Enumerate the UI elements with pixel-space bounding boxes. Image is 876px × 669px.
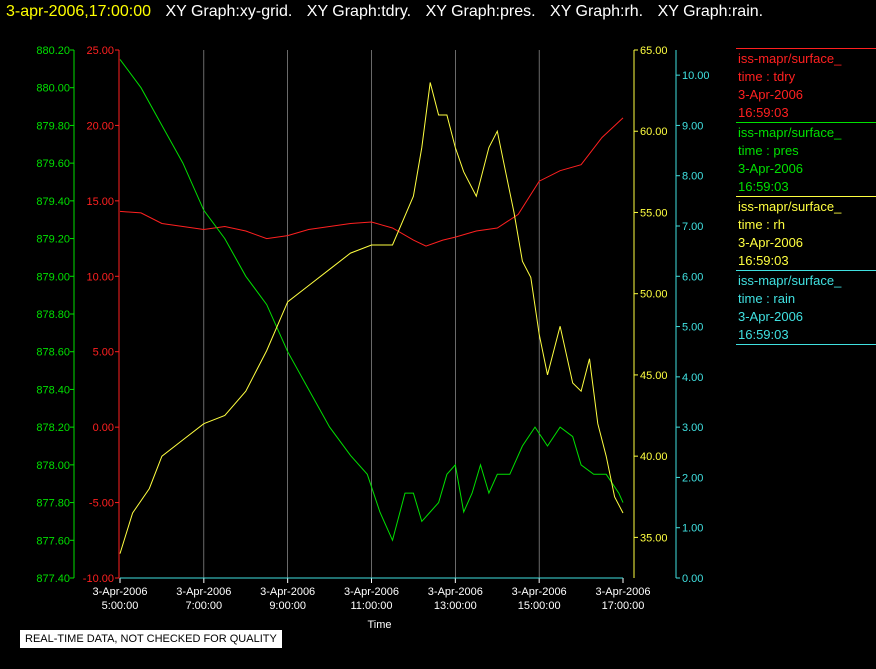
pres-axis-tick-label: 878.40 bbox=[36, 384, 70, 396]
tdry-series-line bbox=[119, 117, 624, 247]
pres-axis-tick-label: 878.60 bbox=[36, 347, 70, 359]
tdry-axis-tick-label: 10.00 bbox=[86, 271, 114, 283]
legend-field: time : pres bbox=[738, 143, 799, 158]
x-tick-label-date: 3-Apr-2006 bbox=[512, 586, 567, 598]
tdry-axis-tick-label: 20.00 bbox=[86, 120, 114, 132]
tdry-axis-tick-label: 25.00 bbox=[86, 45, 114, 57]
graph-title-tdry: XY Graph:tdry. bbox=[306, 3, 412, 20]
tdry-axis-tick-label: -10.00 bbox=[83, 573, 114, 585]
pres-axis-tick-label: 880.00 bbox=[36, 83, 70, 95]
x-tick-label-time: 15:00:00 bbox=[518, 600, 561, 612]
x-tick-label-time: 5:00:00 bbox=[102, 600, 139, 612]
x-tick-label-date: 3-Apr-2006 bbox=[260, 586, 315, 598]
rain-axis-tick-label: 2.00 bbox=[682, 472, 703, 484]
legend: iss-mapr/surface_ time : tdry 3-Apr-2006… bbox=[736, 48, 876, 345]
rh-axis-tick-label: 65.00 bbox=[640, 45, 668, 57]
rain-axis-tick-label: 3.00 bbox=[682, 422, 703, 434]
legend-name: iss-mapr/surface_ bbox=[738, 51, 842, 66]
pres-axis-tick-label: 878.00 bbox=[36, 460, 70, 472]
pres-axis-tick-label: 879.80 bbox=[36, 120, 70, 132]
legend-name: iss-mapr/surface_ bbox=[738, 199, 842, 214]
rain-axis-tick-label: 0.00 bbox=[682, 573, 703, 585]
graph-title-rh: XY Graph:rh. bbox=[550, 3, 644, 20]
x-tick-label-time: 13:00:00 bbox=[434, 600, 477, 612]
x-tick-label-date: 3-Apr-2006 bbox=[92, 586, 147, 598]
rain-axis-tick-label: 1.00 bbox=[682, 523, 703, 535]
legend-entry-tdry[interactable]: iss-mapr/surface_ time : tdry 3-Apr-2006… bbox=[736, 48, 876, 122]
legend-entry-rh[interactable]: iss-mapr/surface_ time : rh 3-Apr-2006 1… bbox=[736, 196, 876, 270]
rain-axis-tick-label: 9.00 bbox=[682, 120, 703, 132]
rh-axis-tick-label: 50.00 bbox=[640, 289, 668, 301]
rain-axis-tick-label: 7.00 bbox=[682, 221, 703, 233]
title-bar: 3-apr-2006,17:00:00 XY Graph:xy-grid. XY… bbox=[6, 3, 763, 21]
tdry-axis-tick-label: 0.00 bbox=[93, 422, 114, 434]
legend-date: 3-Apr-2006 bbox=[738, 87, 804, 102]
tdry-axis-tick-label: -5.00 bbox=[89, 498, 114, 510]
x-tick-label-date: 3-Apr-2006 bbox=[595, 586, 650, 598]
pres-axis-tick-label: 879.00 bbox=[36, 271, 70, 283]
rh-series-line bbox=[119, 82, 624, 554]
rh-axis-tick-label: 45.00 bbox=[640, 370, 668, 382]
pres-axis-tick-label: 877.40 bbox=[36, 573, 70, 585]
x-tick-label-date: 3-Apr-2006 bbox=[176, 586, 231, 598]
x-tick-label-time: 17:00:00 bbox=[602, 600, 645, 612]
legend-time: 16:59:03 bbox=[738, 179, 789, 194]
rh-axis-tick-label: 60.00 bbox=[640, 126, 668, 138]
graph-title-xy-grid: XY Graph:xy-grid. bbox=[165, 3, 293, 20]
legend-name: iss-mapr/surface_ bbox=[738, 273, 842, 288]
x-tick-label-time: 11:00:00 bbox=[350, 600, 392, 612]
pres-axis-tick-label: 880.20 bbox=[36, 45, 70, 57]
rain-axis-tick-label: 10.00 bbox=[682, 70, 710, 82]
legend-time: 16:59:03 bbox=[738, 105, 789, 120]
x-tick-label-date: 3-Apr-2006 bbox=[344, 586, 399, 598]
rain-axis-tick-label: 4.00 bbox=[682, 372, 703, 384]
pres-axis-tick-label: 879.40 bbox=[36, 196, 70, 208]
legend-date: 3-Apr-2006 bbox=[738, 309, 804, 324]
legend-date: 3-Apr-2006 bbox=[738, 161, 804, 176]
rh-axis-tick-label: 40.00 bbox=[640, 451, 668, 463]
x-tick-label-time: 9:00:00 bbox=[269, 600, 306, 612]
legend-date: 3-Apr-2006 bbox=[738, 235, 804, 250]
rh-axis-tick-label: 55.00 bbox=[640, 207, 668, 219]
timestamp: 3-apr-2006,17:00:00 bbox=[6, 3, 151, 20]
legend-time: 16:59:03 bbox=[738, 253, 789, 268]
pres-series-line bbox=[119, 59, 624, 542]
legend-field: time : rain bbox=[738, 291, 796, 306]
x-axis-label: Time bbox=[367, 619, 391, 631]
legend-entry-rain[interactable]: iss-mapr/surface_ time : rain 3-Apr-2006… bbox=[736, 270, 876, 345]
x-tick-label-time: 7:00:00 bbox=[185, 600, 222, 612]
pres-axis-tick-label: 877.80 bbox=[36, 498, 70, 510]
x-tick-label-date: 3-Apr-2006 bbox=[428, 586, 483, 598]
rh-axis-tick-label: 35.00 bbox=[640, 532, 668, 544]
pres-axis-tick-label: 878.80 bbox=[36, 309, 70, 321]
legend-name: iss-mapr/surface_ bbox=[738, 125, 842, 140]
pres-axis-tick-label: 878.20 bbox=[36, 422, 70, 434]
graph-title-pres: XY Graph:pres. bbox=[425, 3, 536, 20]
rain-axis-tick-label: 6.00 bbox=[682, 271, 703, 283]
quality-disclaimer: REAL-TIME DATA, NOT CHECKED FOR QUALITY bbox=[20, 630, 282, 648]
graph-title-rain: XY Graph:rain. bbox=[657, 3, 764, 20]
legend-time: 16:59:03 bbox=[738, 327, 789, 342]
tdry-axis-tick-label: 15.00 bbox=[86, 196, 114, 208]
legend-field: time : tdry bbox=[738, 69, 796, 84]
legend-field: time : rh bbox=[738, 217, 785, 232]
rain-axis-tick-label: 8.00 bbox=[682, 171, 703, 183]
tdry-axis-tick-label: 5.00 bbox=[93, 347, 114, 359]
pres-axis-tick-label: 879.20 bbox=[36, 234, 70, 246]
legend-entry-pres[interactable]: iss-mapr/surface_ time : pres 3-Apr-2006… bbox=[736, 122, 876, 196]
pres-axis-tick-label: 879.60 bbox=[36, 158, 70, 170]
pres-axis-tick-label: 877.60 bbox=[36, 535, 70, 547]
rain-axis-tick-label: 5.00 bbox=[682, 322, 703, 334]
